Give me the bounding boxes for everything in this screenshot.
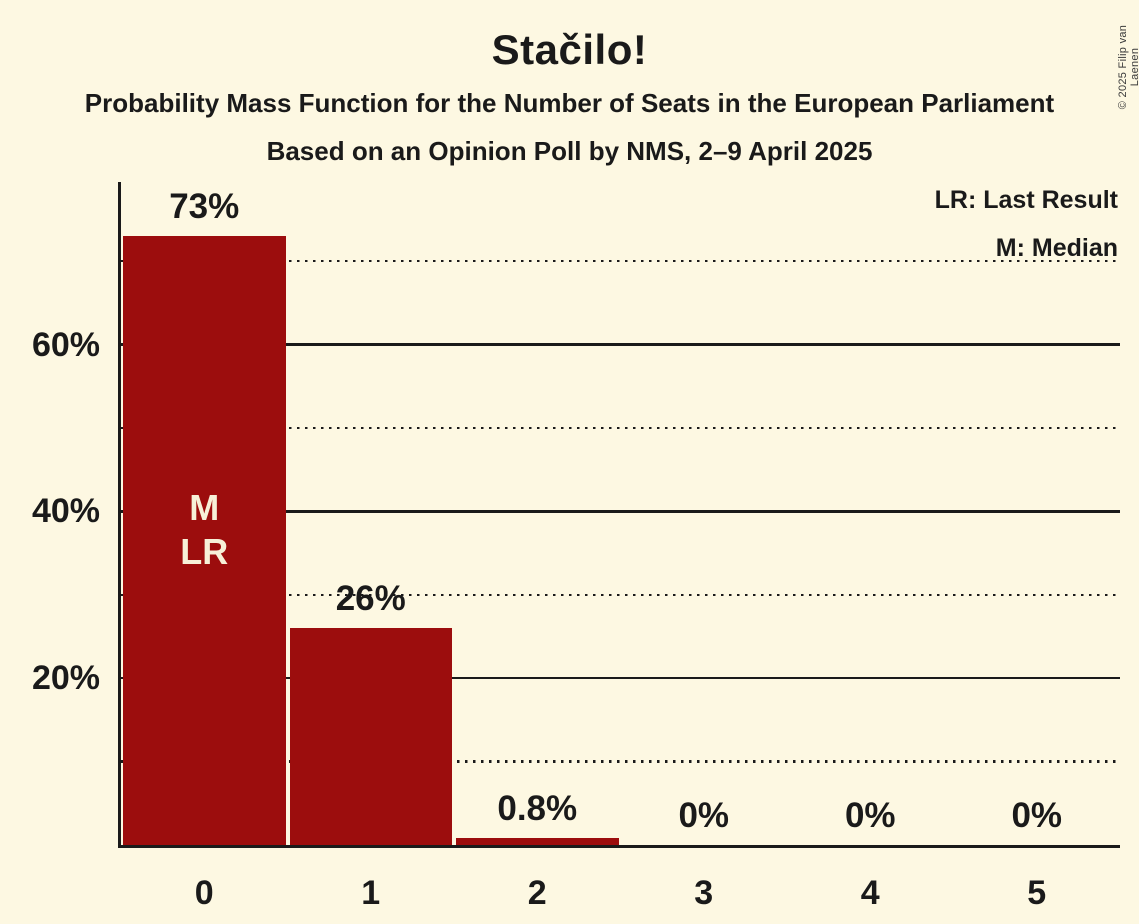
gridline-40pct: [121, 510, 1120, 513]
x-axis-label-2: 2: [527, 874, 547, 912]
bar-slot-3: 0%: [621, 182, 788, 845]
x-axis-label-4: 4: [860, 874, 880, 912]
gridline-20pct: [121, 676, 1120, 680]
bar-value-label: 0%: [844, 796, 896, 835]
annotation-line-m: M: [189, 486, 220, 528]
bar-value-label: 0%: [678, 796, 730, 835]
gridline-70pct: [121, 259, 1120, 263]
bar-slot-2: 0.8%: [454, 182, 621, 845]
bar-value-label: 0%: [1011, 796, 1063, 835]
x-axis-labels: 0 1 2 3 4 5: [121, 872, 1120, 916]
copyright-notice: © 2025 Filip van Laenen: [1117, 24, 1139, 110]
gridline-10pct: [121, 760, 1120, 763]
y-axis-label-60pct: 60%: [31, 325, 100, 364]
bar-seats-2: [456, 838, 619, 845]
gridline-50pct: [121, 426, 1120, 430]
plot-area: 73% M LR 26% 0.8% 0% 0% 0%: [118, 182, 1120, 848]
legend: LR: Last Result M: Median: [935, 176, 1118, 272]
y-axis-label-40pct: 40%: [31, 492, 100, 531]
bar-slot-4: 0%: [787, 182, 954, 845]
bar-seats-1: [289, 628, 452, 845]
x-axis-label-3: 3: [694, 874, 714, 912]
chart-subtitle: Probability Mass Function for the Number…: [84, 88, 1055, 118]
annotation-line-lr: LR: [180, 530, 229, 572]
x-axis-label-1: 1: [361, 874, 381, 912]
chart-poll-info: Based on an Opinion Poll by NMS, 2–9 Apr…: [266, 136, 873, 166]
bar-slot-0: 73% M LR: [121, 182, 288, 845]
x-axis-label-5: 5: [1027, 874, 1047, 912]
gridline-60pct: [121, 343, 1120, 346]
bar-annotation-median-last-result: M LR: [121, 486, 288, 574]
bar-value-label: 0.8%: [497, 789, 578, 829]
chart-title: Stačilo!: [491, 26, 648, 73]
bar-value-label: 26%: [335, 579, 406, 619]
y-axis-label-20pct: 20%: [31, 659, 100, 698]
gridline-30pct: [121, 593, 1120, 597]
legend-last-result: LR: Last Result: [934, 186, 1118, 214]
bar-seats-0: [123, 236, 286, 845]
x-axis-label-0: 0: [194, 874, 214, 912]
bar-slot-1: 26%: [288, 182, 455, 845]
bar-slot-5: 0%: [954, 182, 1121, 845]
legend-median: M: Median: [995, 234, 1118, 262]
bar-value-label: 73%: [169, 187, 240, 227]
